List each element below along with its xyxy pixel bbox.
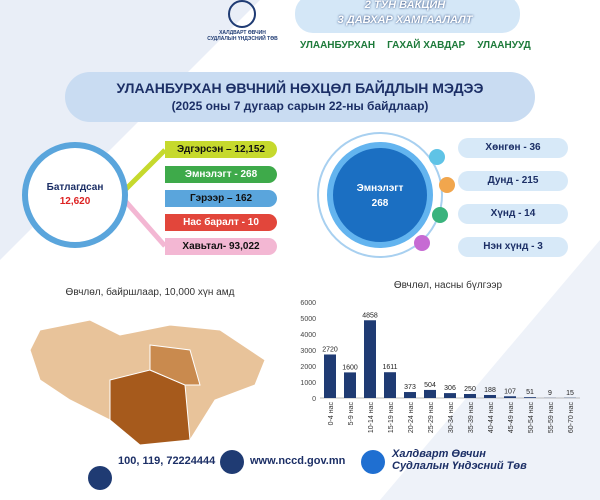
dot: [414, 235, 430, 251]
data-label: 51: [526, 389, 534, 396]
data-label: 504: [424, 382, 436, 389]
severity-item: Дунд - 215: [458, 171, 568, 191]
data-label: 1611: [382, 364, 397, 371]
hospital-circle: [327, 142, 433, 248]
confirmed-circle: [22, 142, 128, 248]
y-tick-label: 1000: [300, 380, 316, 387]
map-region: [149, 344, 201, 386]
bar: [404, 392, 416, 398]
bar: [384, 372, 396, 398]
y-tick-label: 5000: [300, 316, 316, 323]
data-label: 306: [444, 385, 456, 392]
confirmed-value: 12,620: [59, 196, 91, 207]
connector: [118, 193, 167, 248]
x-tick-label: 15-19 нас: [388, 402, 395, 434]
x-tick-label: 55-59 нас: [548, 402, 555, 434]
org-logo-text: ХАЛДВАРТ ӨВЧИН СУДЛАЛЫН ҮНДЭСНИЙ ТӨВ: [207, 30, 278, 42]
dot: [429, 149, 445, 165]
dot: [432, 207, 448, 223]
website: www.nccd.gov.mn: [250, 455, 346, 467]
data-label: 15: [566, 390, 574, 397]
hospital-label: Эмнэлэгт: [356, 183, 404, 194]
bar: [524, 397, 536, 398]
data-label: 107: [504, 388, 516, 395]
banner-text: 2 ТУН ВАКЦИН 3 ДАВХАР ХАМГААЛАЛТ: [300, 0, 510, 28]
check-item: ГАХАЙ ХАВДАР: [387, 40, 466, 51]
data-label: 250: [464, 386, 476, 393]
web-icon: [220, 450, 244, 474]
banner-line: 3 ДАВХАР ХАМГААЛАЛТ: [337, 14, 473, 26]
fb-icon: [361, 450, 385, 474]
y-tick-label: 2000: [300, 364, 316, 371]
data-label: 9: [548, 390, 552, 397]
x-tick-label: 0-4 нас: [328, 402, 335, 426]
stat-item: Нас баралт - 10: [165, 214, 277, 231]
stat-item: Гэрээр – 162: [165, 190, 277, 207]
phone: 100, 119, 72224444: [118, 455, 216, 467]
x-tick-label: 35-39 нас: [468, 402, 475, 434]
subtitle: (2025 оны 7 дугаар сарын 22-ны байдлаар): [171, 99, 429, 113]
x-tick-label: 30-34 нас: [448, 402, 455, 434]
stat-item: Хавьтал- 93,022: [165, 238, 277, 255]
stat-item: Эдгэрсэн – 12,152: [165, 141, 277, 158]
x-tick-label: 50-54 нас: [528, 402, 535, 434]
phone-icon: [88, 466, 112, 490]
confirmed-label: Батлагдсан: [46, 182, 104, 193]
severity-item: Хөнгөн - 36: [458, 138, 568, 158]
severity-item: Нэн хүнд - 3: [458, 237, 568, 257]
data-label: 4858: [362, 312, 378, 319]
banner-line: 2 ТУН ВАКЦИН: [364, 0, 446, 11]
bar: [444, 393, 456, 398]
data-label: 188: [484, 387, 496, 394]
severity-item: Хүнд - 14: [458, 204, 568, 224]
bar: [424, 389, 436, 398]
bar: [504, 396, 516, 398]
x-tick-label: 10-14 нас: [368, 402, 375, 434]
corner-decor: [380, 240, 600, 500]
bar: [324, 354, 336, 398]
bar-chart: Өвчлөл, насны бүлгээр 0 1000 2000 3000 4000 5…: [300, 280, 580, 434]
check-item: УЛААНУУД: [477, 40, 531, 51]
y-tick-label: 4000: [300, 332, 316, 339]
data-label: 1600: [342, 364, 358, 371]
check-item: УЛААНБУРХАН: [300, 40, 376, 51]
chart-title: Өвчлөл, насны бүлгээр: [394, 280, 503, 291]
x-tick-label: 60-70 нас: [568, 402, 575, 434]
y-tick-label: 6000: [300, 300, 316, 307]
ring: [317, 132, 443, 258]
x-tick-label: 5-9 нас: [348, 402, 355, 426]
checks: УЛААНБУРХАН ГАХАЙ ХАВДАР УЛААНУУД: [300, 40, 600, 51]
bar: [364, 320, 376, 398]
y-tick-label: 0: [312, 396, 316, 403]
footer-org: Халдварт Өвчин Судлалын Үндэсний Төв: [392, 448, 527, 472]
map-title: Өвчлөл, байршлаар, 10,000 хүн амд: [65, 287, 235, 298]
x-tick-label: 20-24 нас: [408, 402, 415, 434]
bar: [484, 394, 496, 398]
stat-item: Эмнэлэгт - 268: [165, 166, 277, 183]
banner: [295, 0, 520, 33]
bar: [464, 394, 476, 398]
title-band: [65, 72, 535, 122]
x-tick-label: 40-44 нас: [488, 402, 495, 434]
data-label: 2720: [322, 346, 338, 353]
x-tick-label: 25-29 нас: [428, 402, 435, 434]
logo: [228, 0, 256, 28]
y-tick-label: 3000: [300, 348, 316, 355]
hospital-value: 268: [371, 198, 389, 209]
bar: [344, 372, 356, 398]
data-label: 373: [404, 384, 416, 391]
dot: [439, 177, 455, 193]
x-tick-label: 45-49 нас: [508, 402, 515, 434]
title: УЛААНБУРХАН ӨВЧНИЙ НӨХЦӨЛ БАЙДЛЫН МЭДЭЭ: [116, 80, 484, 96]
connector: [118, 148, 167, 197]
